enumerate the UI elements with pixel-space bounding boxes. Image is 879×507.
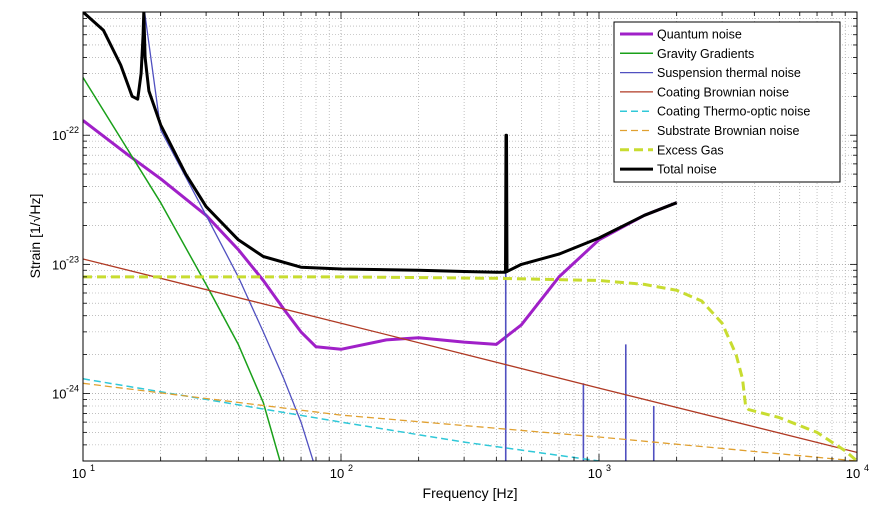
- x-tick-label: 10: [72, 466, 86, 481]
- y-tick-label: 10: [52, 257, 66, 272]
- legend: Quantum noise Gravity Gradients Suspension…: [613, 21, 841, 183]
- x-tick-label: 10: [588, 466, 602, 481]
- y-tick-label: 10: [52, 128, 66, 143]
- y-tick-exponent: -22: [66, 125, 79, 135]
- x-tick-labels: 10 1 10 2 10 3 10 4: [72, 463, 869, 481]
- series-suspension-thermal-noise: [143, 12, 314, 461]
- y-tick-exponent: -23: [66, 254, 79, 264]
- x-tick-label: 10: [330, 466, 344, 481]
- plot-frame: [82, 11, 858, 462]
- axis-ticks: [82, 11, 857, 462]
- legend-label-suspension-thermal-noise: Suspension thermal noise: [657, 66, 801, 80]
- series-excess-gas: [83, 275, 857, 461]
- series-substrate-brownian-noise: [83, 382, 857, 461]
- legend-label-coating-thermo-optic-noise: Coating Thermo-optic noise: [657, 105, 810, 119]
- x-tick-exponent: 4: [864, 463, 869, 473]
- legend-label-excess-gas: Excess Gas: [657, 143, 724, 157]
- series-coating-thermo-optic-noise: [83, 378, 600, 461]
- legend-label-substrate-brownian-noise: Substrate Brownian noise: [657, 124, 799, 138]
- legend-box: [613, 21, 841, 183]
- x-tick-exponent: 1: [90, 463, 95, 473]
- legend-label-gravity-gradients: Gravity Gradients: [657, 47, 754, 61]
- legend-label-quantum-noise: Quantum noise: [657, 28, 742, 42]
- x-tick-exponent: 3: [606, 463, 611, 473]
- series-coating-brownian-noise: [83, 258, 857, 454]
- x-tick-label: 10: [846, 466, 860, 481]
- series-total-noise: [83, 12, 678, 274]
- y-axis-label: Strain [1/√Hz]: [27, 194, 43, 279]
- legend-label-total-noise: Total noise: [657, 163, 717, 177]
- y-tick-label: 10: [52, 386, 66, 401]
- series-group: [83, 12, 857, 461]
- legend-label-coating-brownian-noise: Coating Brownian noise: [657, 85, 789, 99]
- y-tick-exponent: -24: [66, 383, 79, 393]
- x-tick-exponent: 2: [348, 463, 353, 473]
- x-axis-label: Frequency [Hz]: [423, 485, 518, 501]
- series-gravity-gradients: [83, 77, 281, 461]
